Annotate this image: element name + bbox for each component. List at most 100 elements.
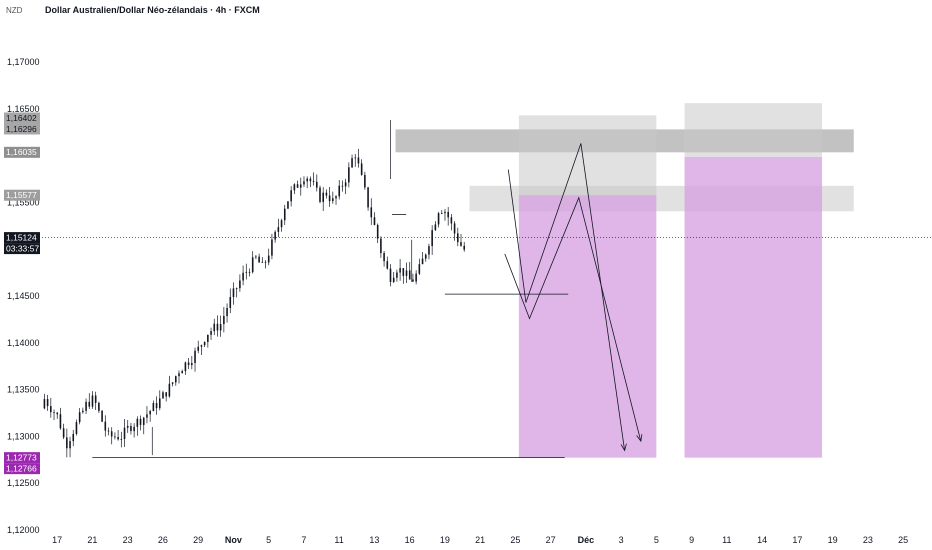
candle-body xyxy=(200,345,203,347)
candle-body xyxy=(370,207,373,218)
candle-body xyxy=(283,208,286,221)
price-badge xyxy=(4,112,40,124)
time-tick-label: 14 xyxy=(757,535,767,545)
candle-body xyxy=(136,418,139,427)
chart-lines xyxy=(42,143,932,459)
time-tick-label: 16 xyxy=(405,535,415,545)
countdown-label: 03:33:57 xyxy=(6,243,39,253)
projection-zone-gray-2 xyxy=(684,103,823,158)
candle-body xyxy=(364,174,366,188)
time-tick-label: 11 xyxy=(722,535,731,545)
candle-body xyxy=(245,271,248,273)
candle-body xyxy=(280,220,283,228)
price-badge xyxy=(4,232,40,244)
candle-body xyxy=(59,414,62,429)
candle-body xyxy=(197,346,200,351)
price-badge xyxy=(4,452,40,464)
candle-body xyxy=(149,411,151,415)
candle-body xyxy=(357,157,360,164)
candle-body xyxy=(88,401,91,407)
price-tick-label: 1,17000 xyxy=(7,57,40,67)
candle-body xyxy=(405,270,408,276)
candle-body xyxy=(66,437,68,449)
candle-body xyxy=(399,268,401,273)
candle-body xyxy=(133,426,135,432)
time-axis[interactable]: 17 21 23 26 29 Nov 5 7 11 13 16 19 21 25 27 Déc 3 5 9 11 14 1… xyxy=(52,535,908,545)
candle-body xyxy=(264,261,267,263)
price-badge-label: 1,15124 xyxy=(6,232,37,242)
candle-body xyxy=(261,261,264,263)
candle-body xyxy=(126,425,129,428)
time-tick-label: 3 xyxy=(619,535,624,545)
candle-body xyxy=(408,270,411,280)
candle-body xyxy=(165,392,167,397)
candle-body xyxy=(325,192,328,196)
candle-body xyxy=(421,258,424,265)
candle-body xyxy=(69,441,71,449)
candle-body xyxy=(62,428,65,438)
candle-body xyxy=(299,184,302,188)
candle-body xyxy=(277,227,280,232)
candle-body xyxy=(117,436,119,440)
time-tick-label: 7 xyxy=(301,535,306,545)
candle-body xyxy=(110,431,113,437)
candle-body xyxy=(101,410,103,422)
candle-body xyxy=(306,178,308,182)
candle-body xyxy=(274,231,276,240)
candle-body xyxy=(123,427,126,439)
candle-body xyxy=(376,224,379,239)
candle-body xyxy=(271,239,273,256)
price-badge xyxy=(4,189,40,201)
candle-body xyxy=(229,297,232,309)
candle-body xyxy=(309,178,312,182)
chart-zones xyxy=(395,103,854,458)
time-tick-label: Déc xyxy=(578,535,595,545)
time-tick-label: 21 xyxy=(87,535,97,545)
time-tick-label: 25 xyxy=(898,535,908,545)
projection-path-1 xyxy=(507,143,625,451)
candle-body xyxy=(104,421,107,431)
candle-body xyxy=(440,213,443,214)
candle-body xyxy=(248,271,251,273)
projection-path-2-arrowhead xyxy=(636,434,643,443)
candle-body xyxy=(146,414,148,418)
candle-body xyxy=(296,184,299,188)
candle-body xyxy=(367,187,369,208)
price-axis[interactable]: 1,17000 1,16500 1,15500 1,14500 1,14000 1,135… xyxy=(7,57,40,535)
time-tick-label: 27 xyxy=(546,535,556,545)
candle-body xyxy=(91,395,94,407)
candle-body xyxy=(444,211,446,214)
candle-body xyxy=(437,213,440,225)
candle-body xyxy=(386,261,389,269)
candle-body xyxy=(114,436,116,438)
candle-body xyxy=(78,412,81,423)
candle-body xyxy=(328,195,331,202)
candle-body xyxy=(447,211,449,218)
time-tick-label: 5 xyxy=(266,535,271,545)
time-tick-label: 5 xyxy=(654,535,659,545)
candle-body xyxy=(322,192,325,202)
candle-body xyxy=(171,382,174,384)
time-tick-label: 19 xyxy=(828,535,838,545)
candle-body xyxy=(142,417,145,425)
candle-body xyxy=(85,401,87,411)
candle-body xyxy=(207,334,209,342)
candle-body xyxy=(130,425,132,432)
candle-body xyxy=(348,167,350,183)
countdown-badge xyxy=(4,243,40,255)
price-tick-label: 1,13500 xyxy=(7,385,40,395)
time-tick-label: 9 xyxy=(689,535,694,545)
price-tick-label: 1,14000 xyxy=(7,338,40,348)
currency-label: NZD xyxy=(6,6,23,15)
candle-body xyxy=(267,255,270,263)
time-tick-label: 25 xyxy=(510,535,520,545)
candlestick-series xyxy=(43,120,466,458)
price-badge-label: 1,16296 xyxy=(6,124,37,134)
price-tick-label: 1,12500 xyxy=(7,478,40,488)
candle-body xyxy=(107,430,110,432)
candle-body xyxy=(120,438,123,440)
price-tick-label: 1,16500 xyxy=(7,104,40,114)
candle-body xyxy=(453,223,456,234)
candle-body xyxy=(412,279,414,282)
